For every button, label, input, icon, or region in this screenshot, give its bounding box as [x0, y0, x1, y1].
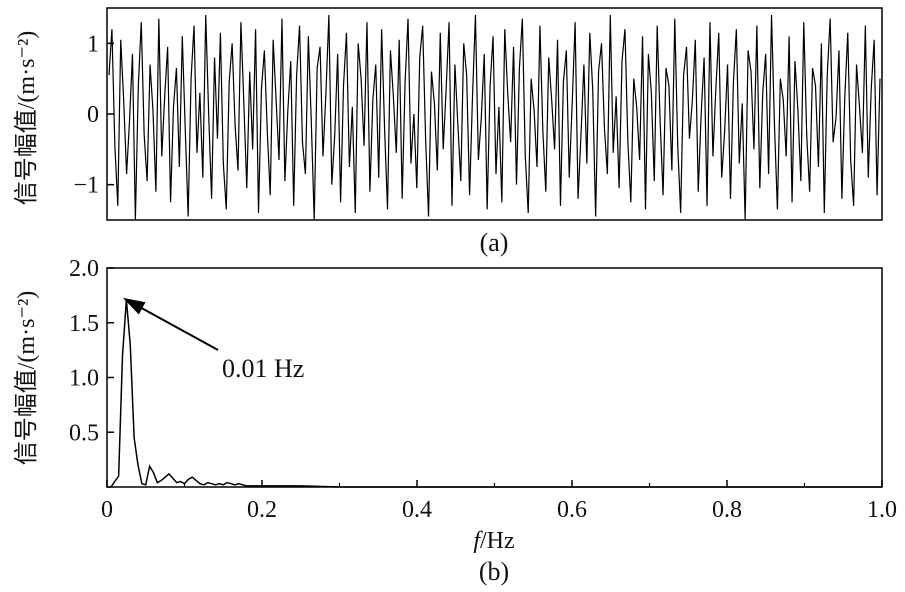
panel-b-x-tick-label: 1.0	[867, 497, 897, 523]
panel-a-series	[108, 15, 881, 221]
panel-b-caption: (b)	[479, 557, 509, 586]
panel-b-spectrum-line	[107, 299, 882, 488]
panel-a-y-tick-label: −1	[73, 173, 99, 199]
panel-b-x-tick-labels: 0 0.2 0.4 0.6 0.8 1.0	[101, 497, 897, 523]
panel-b-ylabel: 信号幅值/(m·s⁻²)	[13, 291, 40, 466]
panel-b: 0.5 1.0 1.5 2.0 0 0.2 0.4 0.6 0.8 1.0 0.01 Hz 信号…	[13, 256, 897, 586]
panel-b-x-tick-label: 0.6	[557, 497, 587, 523]
panel-b-series	[107, 299, 882, 488]
panel-b-xlabel: f/Hz	[473, 528, 514, 554]
panel-a-y-tick-labels: 1 0 −1	[73, 31, 99, 198]
panel-b-y-tick-label: 1.0	[69, 366, 99, 392]
panel-a-caption: (a)	[480, 228, 509, 257]
panel-b-ticks	[106, 267, 883, 487]
panel-b-x-tick-label: 0.2	[247, 497, 277, 523]
panel-b-xlabel-unit: /Hz	[480, 528, 515, 554]
annotation-arrow-line	[141, 307, 219, 351]
panel-a-y-tick-label: 1	[87, 31, 99, 57]
panel-b-x-tick-label: 0	[101, 497, 113, 523]
panel-b-y-tick-label: 1.5	[69, 311, 99, 337]
panel-a-y-tick-label: 0	[87, 102, 99, 128]
panel-b-annotation: 0.01 Hz	[122, 297, 304, 383]
annotation-label: 0.01 Hz	[222, 354, 304, 383]
panel-b-y-tick-label: 2.0	[69, 256, 99, 282]
panel-b-y-tick-labels: 0.5 1.0 1.5 2.0	[69, 256, 99, 446]
annotation-arrow-head	[122, 297, 146, 315]
panel-b-y-tick-label: 0.5	[69, 420, 99, 446]
panel-a: 1 0 −1 信号幅值/(m·s⁻²) (a)	[13, 7, 883, 257]
panel-a-ylabel: 信号幅值/(m·s⁻²)	[13, 31, 40, 206]
panel-b-x-tick-label: 0.8	[712, 497, 742, 523]
panel-a-signal-line	[108, 15, 881, 221]
panel-b-x-tick-label: 0.4	[402, 497, 432, 523]
panel-b-xlabel-italic: f	[473, 528, 483, 554]
